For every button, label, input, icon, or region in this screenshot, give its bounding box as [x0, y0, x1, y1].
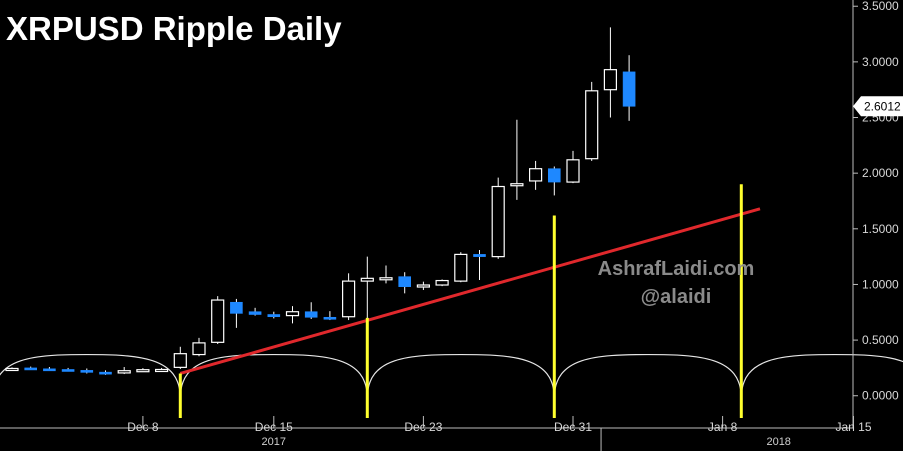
x-tick-label: Dec 15 — [255, 420, 293, 434]
candle-bullish — [566, 159, 580, 183]
candle-bullish — [5, 367, 19, 372]
candle-bearish — [473, 254, 486, 257]
cycle-arc — [740, 353, 903, 398]
candle-bearish — [304, 311, 318, 318]
candle-bullish — [360, 277, 374, 282]
cycle-marker-layer — [178, 184, 743, 418]
candle-bullish — [491, 185, 505, 258]
candle-bullish — [435, 279, 449, 286]
x-year-label: 2017 — [262, 436, 286, 448]
candle-bearish — [43, 368, 56, 372]
cycle-arc — [553, 353, 742, 398]
candle-bullish — [528, 168, 543, 182]
watermark-handle: @alaidi — [641, 286, 712, 308]
x-tick-label: Dec 8 — [127, 420, 159, 434]
y-tick-label: 1.0000 — [862, 277, 899, 291]
x-tick-label: Jan 8 — [708, 420, 738, 434]
candle-bearish — [230, 301, 243, 314]
candle-bullish — [454, 253, 468, 282]
x-tick-label: Dec 23 — [404, 420, 442, 434]
candle-bearish — [99, 371, 112, 375]
candle-bullish — [585, 90, 599, 160]
candle-bullish — [510, 183, 524, 187]
x-year-label: 2018 — [766, 436, 790, 448]
x-axis: Dec 8 Dec 15 Dec 23 Dec 31 Jan 8 Jan 15 2017 20… — [0, 416, 872, 451]
candle-bullish — [155, 368, 169, 373]
trendline — [179, 207, 761, 375]
candle-bearish — [267, 314, 281, 318]
candle-bullish — [211, 299, 225, 343]
candle-bullish — [117, 370, 131, 374]
candle-bullish — [342, 280, 356, 318]
candle-bearish — [80, 370, 94, 373]
y-tick-label: 3.0000 — [862, 55, 899, 69]
candle-bearish — [547, 168, 561, 183]
y-tick-label: 3.5000 — [862, 0, 899, 13]
candles — [5, 27, 636, 375]
y-tick-label: 2.0000 — [862, 166, 899, 180]
x-tick-label: Jan 15 — [835, 420, 871, 434]
candle-bearish — [398, 276, 412, 287]
last-price-label: 2.6012 — [864, 99, 901, 113]
cycle-arc — [0, 353, 181, 398]
candle-bullish — [379, 277, 393, 281]
last-price-marker — [853, 96, 903, 117]
chart-title: XRPUSD Ripple Daily — [6, 10, 342, 47]
candle-bullish — [416, 284, 430, 288]
candle-bearish — [248, 311, 262, 315]
candle-bearish — [24, 367, 38, 371]
x-tick-label: Dec 31 — [554, 420, 592, 434]
candle-bullish — [192, 342, 206, 356]
candle-bearish — [622, 71, 636, 107]
candle-bearish — [323, 316, 337, 320]
candle-bullish — [173, 353, 187, 368]
y-tick-label: 1.5000 — [862, 222, 899, 236]
trendline-layer — [179, 207, 761, 375]
watermark-site: AshrafLaidi.com — [598, 258, 755, 280]
cycle-arc — [366, 353, 555, 398]
y-tick-label: 0.5000 — [862, 333, 899, 347]
y-axis: 3.50003.00002.50002.00001.50001.00000.50… — [852, 0, 903, 428]
candle-bearish — [61, 369, 75, 372]
candle-bullish — [136, 369, 150, 373]
y-tick-label: 0.0000 — [862, 389, 899, 403]
candle-bullish — [285, 311, 300, 317]
candle-bullish — [603, 69, 618, 91]
